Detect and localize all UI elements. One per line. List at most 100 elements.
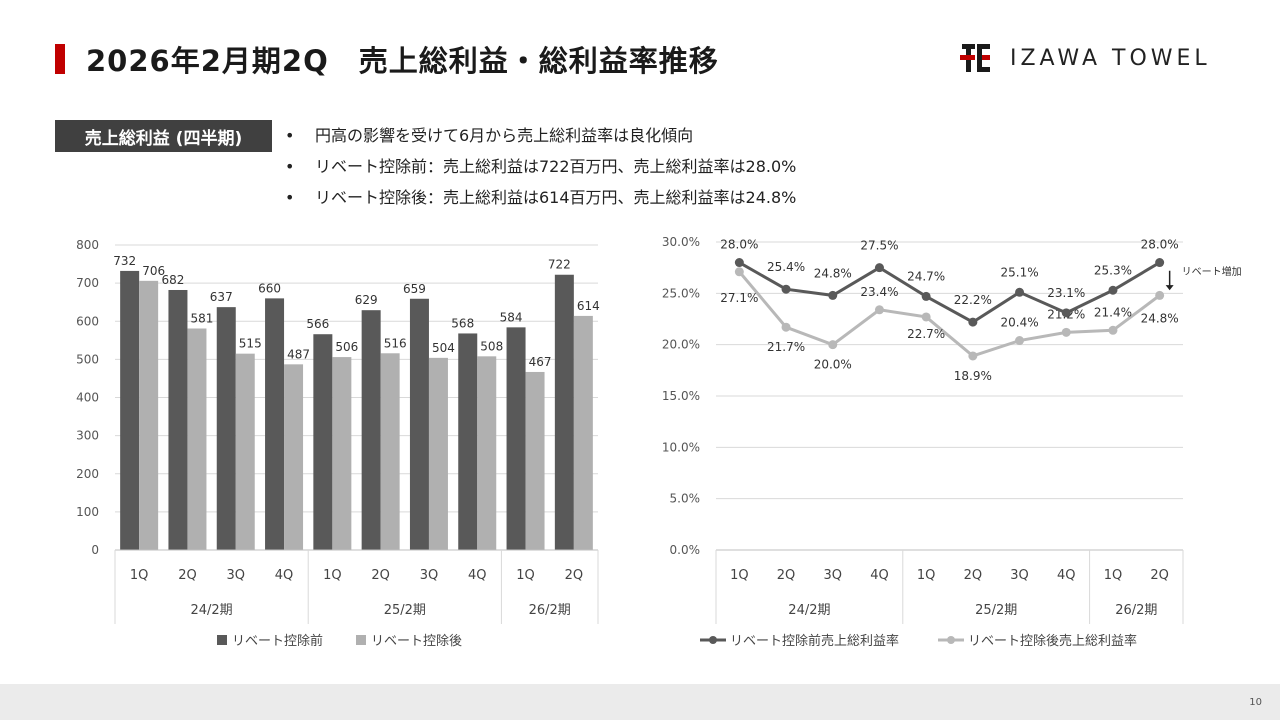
bar-value-label: 566 [306, 317, 329, 331]
data-point [1061, 327, 1071, 337]
bar [380, 353, 400, 550]
legend-label: リベート控除前 [232, 633, 323, 649]
data-label: 27.1% [720, 291, 758, 305]
data-point [1155, 258, 1165, 268]
x-tick-label: 2Q [1150, 568, 1169, 583]
bar [554, 274, 574, 550]
x-tick-label: 2Q [964, 568, 983, 583]
bar-value-label: 629 [355, 293, 378, 307]
bar [506, 327, 526, 550]
footer-bar [0, 684, 1280, 720]
bar-value-label: 660 [258, 281, 281, 295]
data-point [968, 317, 978, 327]
bar [265, 298, 285, 550]
bar [284, 364, 304, 550]
bar-value-label: 722 [548, 258, 571, 272]
bar-chart: 0 100 200 300 400 500 600 700 800 732 706 1Q 682 581 2… [76, 238, 600, 649]
group-label: 25/2期 [975, 603, 1017, 618]
data-label: 27.5% [860, 239, 898, 253]
data-label: 24.8% [814, 266, 852, 280]
data-point [874, 305, 884, 315]
series-line [738, 270, 1161, 358]
data-point [828, 290, 838, 300]
bar-value-label: 568 [451, 316, 474, 330]
data-label: 18.9% [954, 369, 992, 383]
bar [477, 356, 497, 550]
bar-value-label: 504 [432, 341, 455, 355]
x-tick-label: 1Q [323, 568, 342, 583]
bar-value-label: 637 [210, 290, 233, 304]
title-accent-bar [55, 44, 65, 74]
x-tick-label: 2Q [371, 568, 390, 583]
y-tick-label: 20.0% [662, 338, 700, 352]
bar-value-label: 584 [500, 310, 523, 324]
y-tick-label: 0 [91, 543, 99, 557]
bar-value-label: 614 [577, 299, 600, 313]
bar [120, 270, 140, 550]
legend-marker [947, 636, 955, 644]
data-label: 28.0% [1141, 238, 1179, 252]
bar-value-label: 659 [403, 282, 426, 296]
bar [168, 289, 188, 550]
y-tick-label: 15.0% [662, 389, 700, 403]
bullet-item: リベート控除後：売上総利益は614百万円、売上総利益率は24.8% [285, 182, 796, 213]
bar-value-label: 508 [480, 339, 503, 353]
data-point [781, 322, 791, 332]
bar [458, 333, 478, 550]
data-point [921, 291, 931, 301]
data-point [1061, 308, 1071, 318]
y-tick-label: 800 [76, 238, 99, 252]
page-title: 2026年2月期2Q 売上総利益・総利益率推移 [86, 44, 719, 78]
x-tick-label: 3Q [420, 568, 439, 583]
bar [573, 315, 593, 550]
line-chart: 0.0% 5.0% 10.0% 15.0% 20.0% 25.0% 30.0% 27.1% 21… [662, 235, 1242, 649]
data-point [1015, 287, 1025, 297]
legend-label: リベート控除後 [371, 634, 462, 649]
x-tick-label: 4Q [1057, 568, 1076, 583]
bar [525, 371, 545, 550]
arrow-head-icon [1165, 285, 1174, 291]
bullet-list: 円高の影響を受けて6月から売上総利益率は良化傾向 リベート控除前：売上総利益は7… [285, 120, 796, 213]
data-point [1108, 325, 1118, 335]
x-tick-label: 4Q [468, 568, 487, 583]
data-point [828, 340, 838, 350]
bar [139, 280, 159, 550]
bar [361, 310, 381, 550]
legend-label: リベート控除後売上総利益率 [968, 633, 1137, 649]
bar-value-label: 516 [384, 336, 407, 350]
x-tick-label: 2Q [178, 568, 197, 583]
y-tick-label: 400 [76, 391, 99, 405]
bar-value-label: 467 [529, 355, 552, 369]
data-point [921, 312, 931, 322]
y-tick-label: 0.0% [670, 543, 701, 557]
x-tick-label: 4Q [870, 568, 889, 583]
bullet-item: リベート控除前：売上総利益は722百万円、売上総利益率は28.0% [285, 151, 796, 182]
data-label: 21.7% [767, 340, 805, 354]
bullet-item: 円高の影響を受けて6月から売上総利益率は良化傾向 [285, 120, 796, 151]
page-number: 10 [1249, 697, 1262, 708]
y-tick-label: 700 [76, 276, 99, 290]
bar [216, 307, 236, 550]
bar-value-label: 581 [190, 311, 213, 325]
bar-value-label: 487 [287, 347, 310, 361]
x-tick-label: 1Q [516, 568, 535, 583]
x-tick-label: 2Q [565, 568, 584, 583]
x-tick-label: 1Q [130, 568, 149, 583]
data-label: 24.8% [1141, 311, 1179, 325]
company-logo: IZAWA TOWEL [960, 42, 1211, 74]
x-tick-label: 1Q [917, 568, 936, 583]
data-point [734, 267, 744, 277]
bar [187, 328, 207, 550]
bar [332, 357, 352, 550]
x-tick-label: 3Q [226, 568, 245, 583]
data-label: 28.0% [720, 238, 758, 252]
data-label: 20.4% [1000, 316, 1038, 330]
legend-swatch [356, 635, 366, 645]
bar-value-label: 732 [113, 254, 136, 268]
bar-value-label: 706 [142, 264, 165, 278]
y-tick-label: 30.0% [662, 235, 700, 249]
y-tick-label: 10.0% [662, 440, 700, 454]
x-tick-label: 1Q [730, 568, 749, 583]
section-label: 売上総利益 (四半期) [55, 120, 272, 152]
logo-text: IZAWA TOWEL [1010, 45, 1211, 71]
